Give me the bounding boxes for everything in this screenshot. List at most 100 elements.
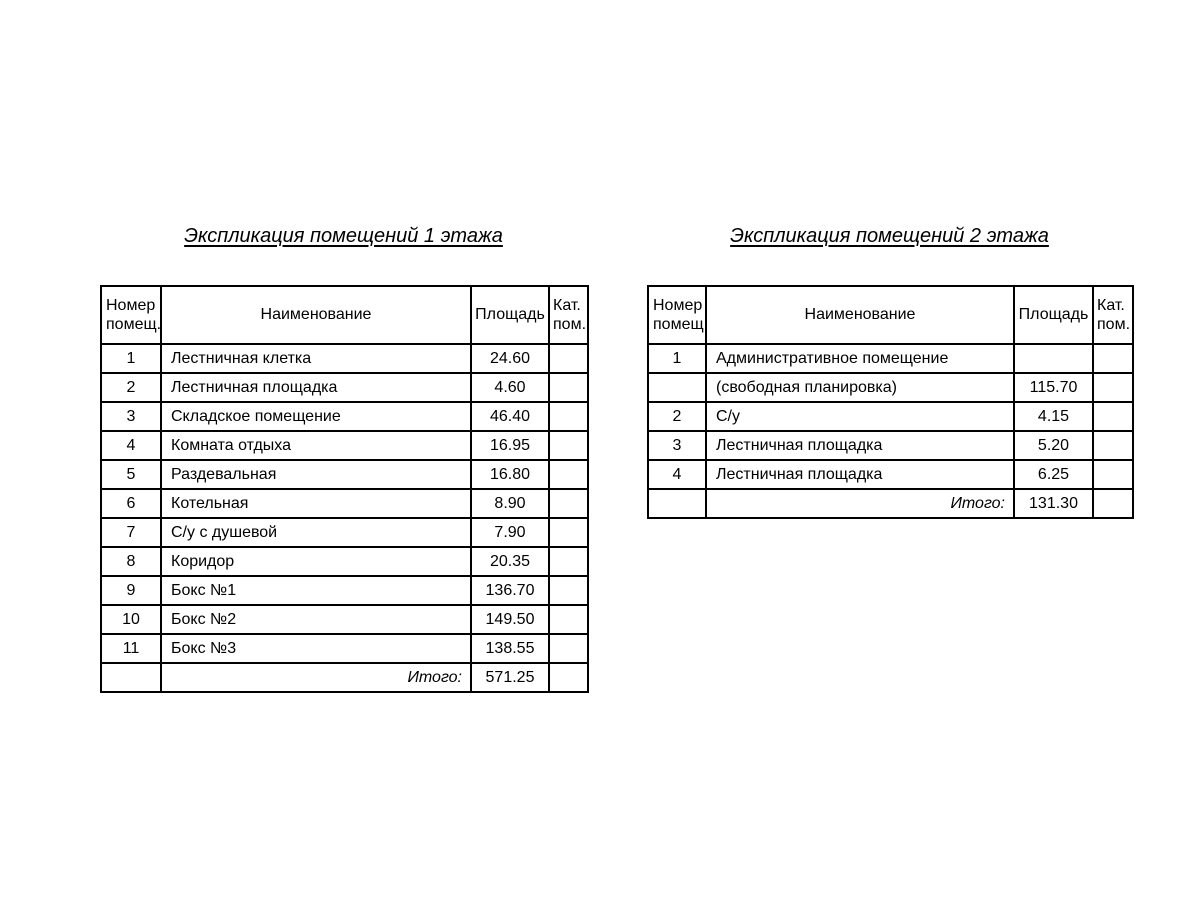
cell-name: Бокс №3 xyxy=(160,633,472,664)
cell-name: (свободная планировка) xyxy=(705,372,1015,403)
total-empty-num xyxy=(100,662,162,693)
cell-area: 7.90 xyxy=(470,517,550,548)
cell-num: 9 xyxy=(100,575,162,606)
total-label: Итого: xyxy=(160,662,472,693)
header-room-number-line1: Номер xyxy=(653,297,703,314)
table-header: Номер помещ. Наименование Площадь Кат. пом… xyxy=(647,285,1134,345)
cell-area: 136.70 xyxy=(470,575,550,606)
cell-cat xyxy=(1092,430,1134,461)
cell-num: 10 xyxy=(100,604,162,635)
cell-cat xyxy=(1092,459,1134,490)
cell-area: 8.90 xyxy=(470,488,550,519)
cell-area: 4.60 xyxy=(470,372,550,403)
cell-area: 4.15 xyxy=(1013,401,1094,432)
header-room-number: Номер помещ. xyxy=(100,285,162,345)
cell-num: 5 xyxy=(100,459,162,490)
table-body: 1 Административное помещение (свободная пл… xyxy=(647,343,1134,490)
cell-cat xyxy=(548,430,589,461)
explication-floor2: Экспликация помещений 2 этажа Номер помещ… xyxy=(647,224,1134,519)
cell-num: 1 xyxy=(100,343,162,374)
cell-num: 3 xyxy=(647,430,707,461)
cell-cat xyxy=(548,575,589,606)
cell-area: 24.60 xyxy=(470,343,550,374)
cell-area: 138.55 xyxy=(470,633,550,664)
table-row: (свободная планировка) 115.70 xyxy=(647,372,1134,403)
total-row: Итого: 131.30 xyxy=(647,488,1134,519)
table-row: 10 Бокс №2 149.50 xyxy=(100,604,589,635)
cell-area: 20.35 xyxy=(470,546,550,577)
cell-num: 4 xyxy=(647,459,707,490)
table-row: 11 Бокс №3 138.55 xyxy=(100,633,589,664)
cell-name: Коридор xyxy=(160,546,472,577)
table-row: 5 Раздевальная 16.80 xyxy=(100,459,589,490)
cell-num: 3 xyxy=(100,401,162,432)
table-row: 3 Складское помещение 46.40 xyxy=(100,401,589,432)
cell-name: С/у с душевой xyxy=(160,517,472,548)
table-title-floor1: Экспликация помещений 1 этажа xyxy=(184,225,503,247)
table-footer: Итого: 571.25 xyxy=(100,662,589,693)
explication-table-floor1: Номер помещ. Наименование Площадь Кат. пом… xyxy=(100,285,589,693)
header-category: Кат. пом. xyxy=(1092,285,1134,345)
table-row: 4 Комната отдыха 16.95 xyxy=(100,430,589,461)
cell-name: Бокс №1 xyxy=(160,575,472,606)
cell-num: 4 xyxy=(100,430,162,461)
table-header: Номер помещ. Наименование Площадь Кат. пом… xyxy=(100,285,589,345)
header-room-number-line2: помещ. xyxy=(653,316,706,333)
cell-area: 5.20 xyxy=(1013,430,1094,461)
table-body: 1 Лестничная клетка 24.60 2 Лестничная площа… xyxy=(100,343,589,664)
cell-area: 16.95 xyxy=(470,430,550,461)
cell-area: 46.40 xyxy=(470,401,550,432)
cell-cat xyxy=(548,633,589,664)
table-row: 2 С/у 4.15 xyxy=(647,401,1134,432)
cell-num: 6 xyxy=(100,488,162,519)
cell-name: Лестничная площадка xyxy=(705,459,1015,490)
table-row: 1 Лестничная клетка 24.60 xyxy=(100,343,589,374)
header-room-number: Номер помещ. xyxy=(647,285,707,345)
table-row: 1 Административное помещение xyxy=(647,343,1134,374)
header-area: Площадь xyxy=(1013,285,1094,345)
cell-cat xyxy=(1092,343,1134,374)
table-row: 3 Лестничная площадка 5.20 xyxy=(647,430,1134,461)
cell-cat xyxy=(548,546,589,577)
cell-area: 16.80 xyxy=(470,459,550,490)
cell-num xyxy=(647,372,707,403)
cell-cat xyxy=(548,372,589,403)
header-category-line2: пом. xyxy=(553,316,587,333)
cell-num: 7 xyxy=(100,517,162,548)
cell-name: Комната отдыха xyxy=(160,430,472,461)
total-value: 571.25 xyxy=(470,662,550,693)
table-row: 9 Бокс №1 136.70 xyxy=(100,575,589,606)
cell-name: Складское помещение xyxy=(160,401,472,432)
cell-num: 8 xyxy=(100,546,162,577)
cell-cat xyxy=(548,401,589,432)
total-row: Итого: 571.25 xyxy=(100,662,589,693)
total-value: 131.30 xyxy=(1013,488,1094,519)
cell-num: 1 xyxy=(647,343,707,374)
cell-cat xyxy=(548,459,589,490)
header-room-number-line1: Номер xyxy=(106,297,156,314)
explication-floor1: Экспликация помещений 1 этажа Номер помещ… xyxy=(100,224,589,693)
cell-area xyxy=(1013,343,1094,374)
cell-name: Лестничная площадка xyxy=(705,430,1015,461)
explication-table-floor2: Номер помещ. Наименование Площадь Кат. пом… xyxy=(647,285,1134,519)
cell-cat xyxy=(548,517,589,548)
table-row: 6 Котельная 8.90 xyxy=(100,488,589,519)
table-row: 4 Лестничная площадка 6.25 xyxy=(647,459,1134,490)
table-footer: Итого: 131.30 xyxy=(647,488,1134,519)
total-empty-cat xyxy=(1092,488,1134,519)
header-category-line2: пом. xyxy=(1097,316,1131,333)
cell-cat xyxy=(548,604,589,635)
cell-cat xyxy=(1092,401,1134,432)
cell-num: 2 xyxy=(647,401,707,432)
header-category: Кат. пом. xyxy=(548,285,589,345)
header-category-line1: Кат. xyxy=(553,297,581,314)
table-row: 7 С/у с душевой 7.90 xyxy=(100,517,589,548)
table-row: 8 Коридор 20.35 xyxy=(100,546,589,577)
cell-cat xyxy=(548,343,589,374)
cell-cat xyxy=(548,488,589,519)
cell-name: Лестничная площадка xyxy=(160,372,472,403)
cell-area: 115.70 xyxy=(1013,372,1094,403)
header-name: Наименование xyxy=(160,285,472,345)
cell-cat xyxy=(1092,372,1134,403)
cell-name: Лестничная клетка xyxy=(160,343,472,374)
